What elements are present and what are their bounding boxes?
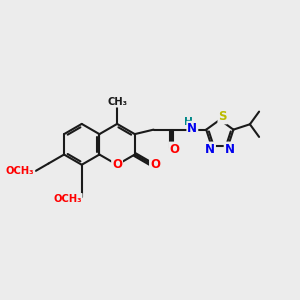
Text: O: O — [169, 142, 179, 155]
Text: N: N — [225, 142, 235, 155]
Text: O: O — [112, 158, 122, 171]
Text: N: N — [187, 122, 197, 135]
Text: CH₃: CH₃ — [107, 97, 127, 107]
Text: H: H — [184, 117, 193, 127]
Text: S: S — [218, 110, 227, 123]
Text: OCH₃: OCH₃ — [6, 166, 34, 176]
Text: N: N — [205, 142, 215, 155]
Text: OCH₃: OCH₃ — [53, 194, 82, 204]
Text: O: O — [150, 158, 160, 171]
